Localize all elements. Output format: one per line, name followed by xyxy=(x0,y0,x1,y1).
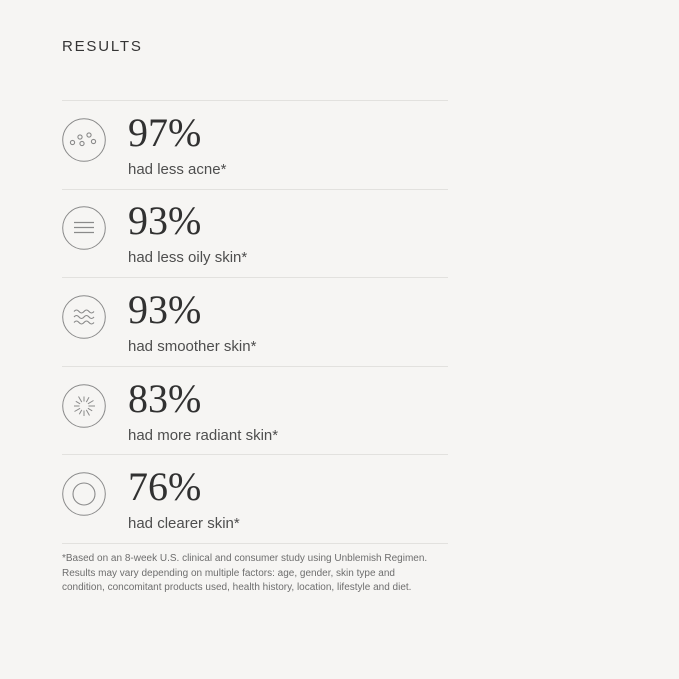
result-texts: 93% had less oily skin* xyxy=(128,198,248,267)
result-row: 83% had more radiant skin* xyxy=(62,365,448,455)
study-footnote: *Based on an 8-week U.S. clinical and co… xyxy=(62,553,428,593)
result-icon-wrap xyxy=(62,472,106,516)
result-label: had less acne* xyxy=(128,160,227,178)
result-percent: 76% xyxy=(128,464,202,510)
result-label: had smoother skin* xyxy=(128,337,257,355)
results-list: 97% had less acne* 93% had less oily ski… xyxy=(62,100,448,544)
result-row: 93% had less oily skin* xyxy=(62,188,448,278)
result-icon-wrap xyxy=(62,117,106,162)
result-icon-wrap xyxy=(62,206,106,251)
page-title: RESULTS xyxy=(62,38,143,55)
result-icon-wrap xyxy=(62,295,106,339)
result-row: 93% had smoother skin* xyxy=(62,277,448,366)
result-percent: 97% xyxy=(128,109,202,155)
result-label: had less oily skin* xyxy=(128,249,248,267)
clearer-ring-icon xyxy=(62,472,106,516)
result-row: 97% had less acne* xyxy=(62,100,448,189)
result-texts: 83% had more radiant skin* xyxy=(128,375,279,444)
result-percent: 93% xyxy=(128,198,202,244)
result-percent: 93% xyxy=(128,286,202,332)
result-label: had clearer skin* xyxy=(128,515,240,533)
acne-dots-icon xyxy=(62,117,106,162)
radiant-burst-icon xyxy=(62,383,106,428)
result-texts: 93% had smoother skin* xyxy=(128,286,257,355)
result-texts: 97% had less acne* xyxy=(128,109,227,178)
oily-lines-icon xyxy=(62,206,106,251)
result-label: had more radiant skin* xyxy=(128,426,279,444)
result-texts: 76% had clearer skin* xyxy=(128,464,240,533)
smoother-waves-icon xyxy=(62,295,106,339)
result-percent: 83% xyxy=(128,375,202,421)
result-row: 76% had clearer skin* xyxy=(62,454,448,543)
result-icon-wrap xyxy=(62,383,106,428)
